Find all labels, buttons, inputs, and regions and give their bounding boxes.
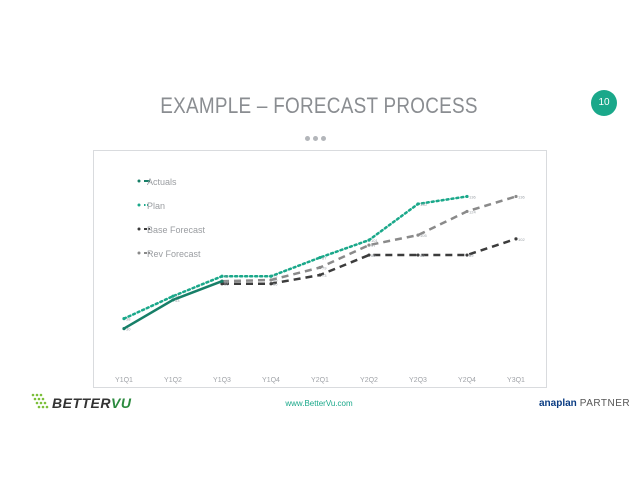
- legend-bullet: [137, 251, 141, 255]
- series-line-1: [122, 195, 469, 320]
- x-tick-label: Y1Q4: [262, 377, 280, 384]
- forecast-line-chart: Y1Q1 Y1Q2 Y1Q3 Y1Q4 Y2Q1 Y2Q2 Y2Q3 Y2Q4 Y3Q1 68 69…: [115, 177, 525, 384]
- data-point: [122, 317, 126, 321]
- data-label: 66: [273, 282, 278, 287]
- data-label: 69: [273, 278, 278, 283]
- data-point: [122, 327, 126, 331]
- data-label: 56: [175, 294, 180, 299]
- x-tick-label: Y2Q4: [458, 377, 476, 384]
- data-label: 72: [224, 274, 229, 279]
- data-point: [465, 253, 469, 257]
- data-label: 73: [322, 273, 327, 278]
- legend-label: Plan: [147, 201, 165, 211]
- data-label: 89: [469, 253, 474, 258]
- x-tick-label: Y1Q2: [164, 377, 182, 384]
- data-label: 105: [420, 233, 427, 238]
- slide-title: EXAMPLE – FORECAST PROCESS: [160, 93, 478, 118]
- data-point: [318, 255, 322, 260]
- data-point: [318, 273, 322, 277]
- data-point: [220, 282, 224, 286]
- data-label: 66: [224, 282, 229, 287]
- dots-divider: [305, 128, 329, 146]
- data-label: 136: [469, 194, 476, 199]
- bettervu-logo: BETTERVU: [52, 395, 131, 411]
- data-point: [269, 274, 273, 278]
- anaplan-partner-logo: anaplan PARTNER: [539, 398, 630, 409]
- data-point: [416, 202, 420, 206]
- data-label: 53: [175, 298, 180, 303]
- data-label: 130: [420, 202, 427, 207]
- data-label: 136: [518, 194, 525, 199]
- page-number-badge: 10: [591, 90, 617, 116]
- x-tick-label: Y2Q2: [360, 377, 378, 384]
- x-tick-label: Y2Q1: [311, 377, 329, 384]
- x-tick-label: Y1Q1: [115, 377, 133, 384]
- data-point: [367, 238, 371, 242]
- chart-frame: Y1Q1 Y1Q2 Y1Q3 Y1Q4 Y2Q1 Y2Q2 Y2Q3 Y2Q4 Y3Q1 68 69…: [93, 150, 547, 388]
- data-point: [220, 279, 224, 283]
- data-point: [465, 209, 469, 214]
- data-label: 68: [224, 279, 229, 284]
- x-tick-label: Y1Q3: [213, 377, 231, 384]
- data-label: 72: [273, 274, 278, 279]
- data-label: 30: [126, 327, 131, 332]
- data-label: 89: [371, 253, 376, 258]
- legend-label: Base Forecast: [147, 225, 206, 235]
- legend-label: Actuals: [147, 177, 177, 187]
- data-label: 101: [371, 238, 378, 243]
- legend-bullet: [137, 203, 141, 207]
- data-label: 68: [224, 279, 229, 284]
- series-line-0: [123, 280, 223, 330]
- anaplan-brand: anaplan: [539, 398, 577, 409]
- data-point: [367, 243, 371, 247]
- data-label: 87: [322, 256, 327, 261]
- x-tick-label: Y3Q1: [507, 377, 525, 384]
- data-point: [367, 253, 371, 257]
- data-label: 97: [371, 243, 376, 248]
- data-point: [318, 265, 322, 270]
- data-label: 102: [518, 237, 525, 242]
- data-point: [465, 194, 469, 199]
- partner-label: PARTNER: [579, 398, 631, 409]
- footer-url: www.BetterVu.com: [285, 399, 353, 408]
- logo-text-better: BETTER: [52, 395, 111, 411]
- data-point: [220, 274, 224, 278]
- logo-text-vu: VU: [111, 395, 132, 411]
- data-point: [269, 282, 273, 286]
- data-point: [514, 194, 518, 199]
- data-label: 89: [420, 253, 425, 258]
- data-point: [171, 294, 175, 298]
- data-point: [416, 233, 420, 237]
- legend-label: Rev Forecast: [147, 249, 201, 259]
- data-label: 38: [126, 317, 131, 322]
- legend-bullet: [137, 227, 141, 231]
- data-label: 79: [322, 266, 327, 271]
- legend-bullet: [137, 179, 141, 183]
- data-point: [514, 237, 518, 241]
- x-tick-label: Y2Q3: [409, 377, 427, 384]
- data-point: [269, 278, 273, 282]
- data-label: 124: [469, 209, 476, 214]
- data-point: [416, 253, 420, 257]
- data-point: [171, 298, 175, 302]
